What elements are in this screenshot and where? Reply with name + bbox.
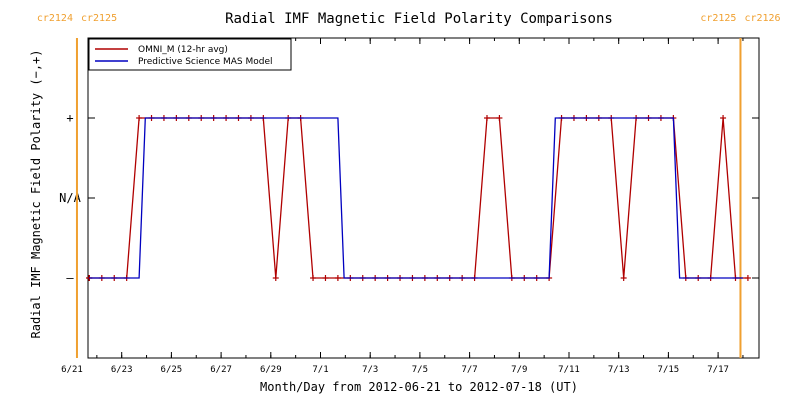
series-line-0: [89, 117, 748, 279]
series-layer: [86, 115, 751, 281]
carrington-rotation-markers: cr2124 cr2125 cr2125 cr2126: [37, 13, 781, 358]
y-tick-label: +: [66, 111, 73, 125]
x-axis-label: Month/Day from 2012-06-21 to 2012-07-18 …: [260, 380, 578, 394]
x-tick-label: 7/15: [658, 365, 680, 375]
x-tick-label: 7/1: [312, 365, 328, 375]
x-tick-label: 7/7: [461, 365, 477, 375]
series-line-1: [89, 117, 743, 279]
series-point: [483, 115, 490, 121]
x-tick-label: 7/9: [511, 365, 527, 375]
series-point: [620, 275, 627, 281]
y-axis-label: Radial IMF Magnetic Field Polarity (−,+): [29, 50, 43, 339]
x-tick-label: 7/3: [362, 365, 378, 375]
series-point: [334, 275, 341, 281]
x-tick-label: 7/17: [707, 365, 729, 375]
series-point: [272, 275, 279, 281]
series-point: [744, 275, 751, 281]
plot-frame: [87, 37, 760, 359]
series-point: [322, 275, 329, 281]
x-tick-label: 6/23: [111, 365, 133, 375]
x-tick-label: 6/27: [210, 365, 232, 375]
legend: OMNI_M (12-hr avg) Predictive Science MA…: [88, 38, 292, 71]
y-tick-label: –: [66, 271, 74, 285]
y-axis-ticks: – N/A +: [59, 111, 759, 285]
x-tick-label: 6/29: [260, 365, 282, 375]
x-tick-label: 6/21: [61, 365, 83, 375]
legend-label-mas: Predictive Science MAS Model: [138, 57, 273, 67]
series-point: [136, 115, 143, 121]
series-point: [310, 275, 317, 281]
carrington-label-left: cr2124: [37, 13, 73, 24]
carrington-label-right: cr2126: [744, 13, 780, 24]
x-tick-label: 7/11: [558, 365, 580, 375]
x-tick-label: 7/5: [412, 365, 428, 375]
x-tick-label: 6/25: [161, 365, 183, 375]
chart-title: Radial IMF Magnetic Field Polarity Compa…: [225, 11, 613, 27]
carrington-label-right: cr2125: [81, 13, 117, 24]
legend-label-omni: OMNI_M (12-hr avg): [138, 45, 228, 55]
carrington-label-left: cr2125: [700, 13, 736, 24]
series-point: [496, 115, 503, 121]
legend-box: [88, 38, 292, 71]
y-tick-label: N/A: [59, 191, 81, 205]
x-axis-ticks: 6/21 6/23 6/25 6/27 6/29 7/1 7/3 7/5 7/7 7/9 7/11 7…: [61, 38, 744, 375]
series-point: [720, 115, 727, 121]
x-tick-label: 7/13: [608, 365, 630, 375]
